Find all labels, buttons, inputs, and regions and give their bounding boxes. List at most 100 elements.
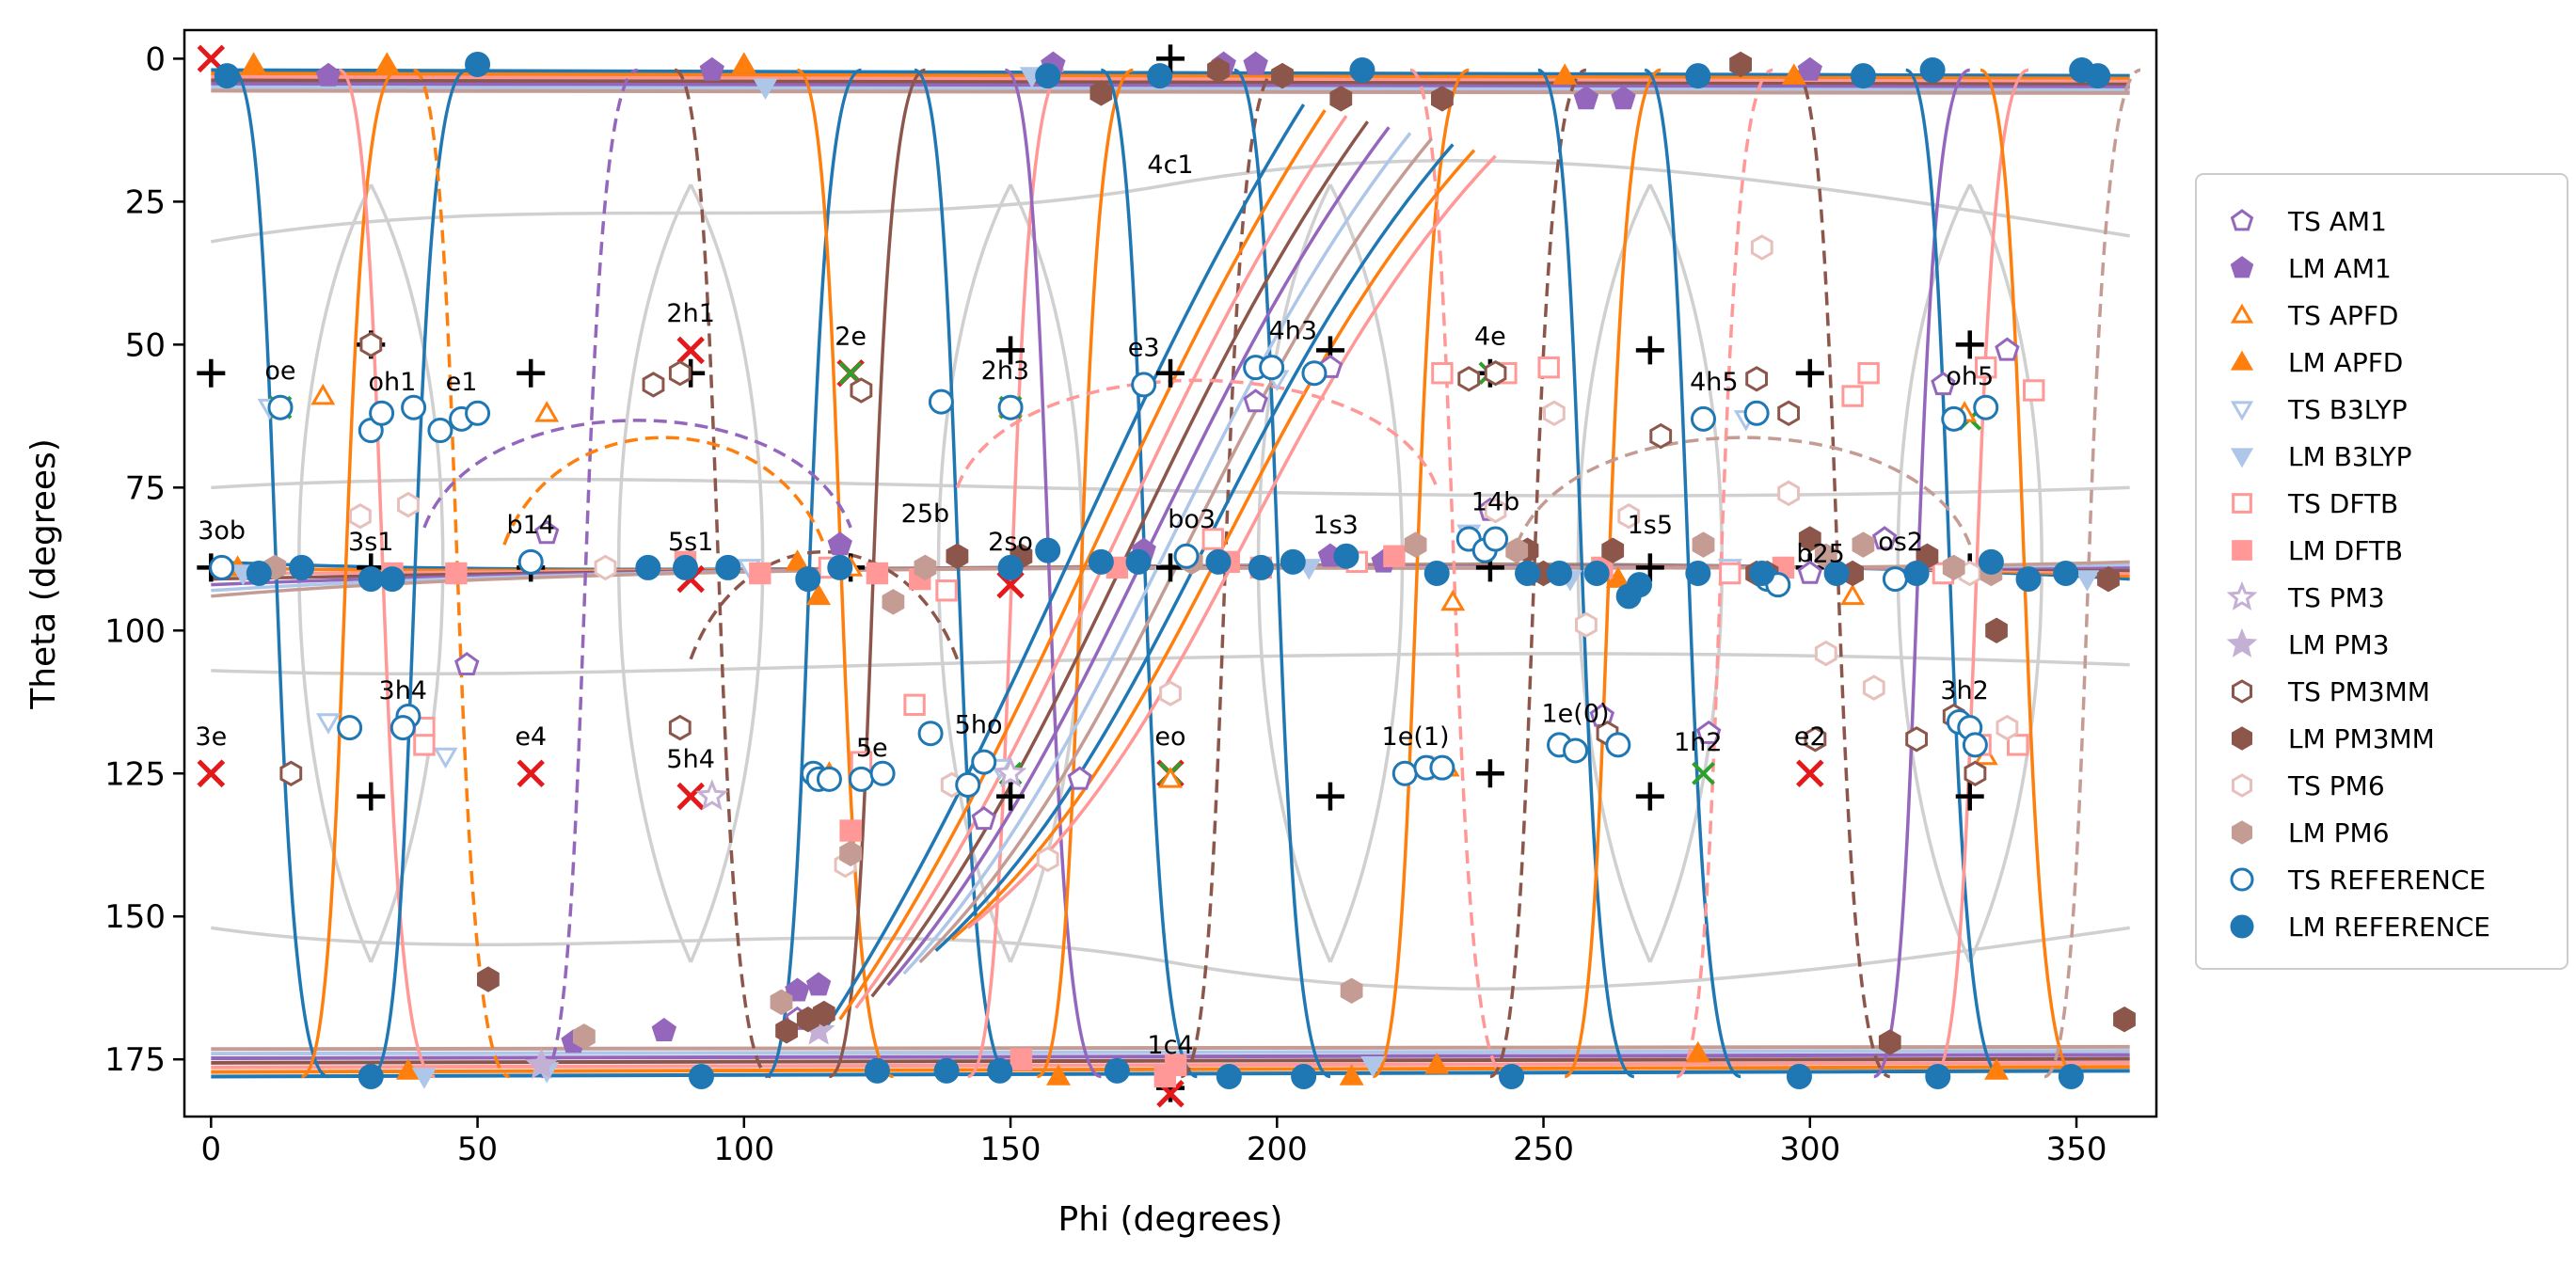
legend-label-ts-reference: TS REFERENCE xyxy=(2287,864,2486,896)
point-ts-reference xyxy=(1259,355,1285,381)
point-lm-pm3mm xyxy=(1878,1029,1901,1055)
annotation-label: 1h2 xyxy=(1674,728,1722,757)
plus-marker xyxy=(1475,759,1504,788)
annotation-label: oh5 xyxy=(1946,362,1994,391)
y-tick-label: 0 xyxy=(145,40,166,78)
x-tick-label: 150 xyxy=(980,1131,1042,1168)
annotation-label: 1e(1) xyxy=(1382,722,1450,752)
curve-dashed-arc xyxy=(1515,436,1972,546)
curve-transition xyxy=(540,68,639,1079)
legend-marker-ts-b3lyp xyxy=(2230,401,2254,421)
point-ts-apfd xyxy=(1158,767,1183,788)
point-lm-apfd xyxy=(374,52,400,73)
point-lm-reference xyxy=(715,554,741,580)
point-ts-am1 xyxy=(454,651,480,675)
data-points xyxy=(209,51,2136,1089)
point-lm-dftb xyxy=(1164,1054,1187,1076)
point-ts-am1 xyxy=(1243,388,1268,413)
point-ts-pm6 xyxy=(1750,234,1773,261)
annotation-label: 2h3 xyxy=(981,357,1029,386)
curve-top-band xyxy=(211,82,2130,89)
point-lm-reference xyxy=(1349,57,1375,84)
legend-label-ts-dftb: TS DFTB xyxy=(2287,488,2398,519)
point-lm-apfd xyxy=(1781,63,1806,85)
x-marker xyxy=(676,336,705,365)
y-tick-label: 125 xyxy=(104,755,166,793)
green-x-marker xyxy=(1692,761,1715,785)
point-ts-pm6 xyxy=(1484,497,1507,524)
point-lm-apfd xyxy=(1424,1053,1450,1074)
bg-line-vertical xyxy=(1576,183,1652,963)
point-lm-pm6 xyxy=(1852,531,1875,558)
point-ts-pm6 xyxy=(1617,502,1641,530)
point-ts-pm3mm xyxy=(850,377,873,404)
point-lm-apfd xyxy=(1984,1058,2009,1080)
point-ts-pm3mm xyxy=(1905,726,1928,753)
point-ts-reference xyxy=(390,715,416,741)
point-lm-reference xyxy=(1035,63,1061,89)
point-ts-reference xyxy=(1605,732,1631,758)
point-ts-dftb xyxy=(413,734,436,756)
y-tick-label: 75 xyxy=(125,469,166,507)
point-ts-reference xyxy=(1563,737,1589,764)
point-ts-pm3 xyxy=(994,756,1027,788)
point-lm-apfd xyxy=(1685,1040,1710,1063)
point-lm-dftb xyxy=(839,819,862,842)
annotation-label: 2so xyxy=(988,528,1033,557)
point-lm-reference xyxy=(1685,63,1711,89)
point-ts-apfd xyxy=(534,401,560,422)
legend: TS AM1 LM AM1 TS APFD LM APFD TS B3LYP LM B3L… xyxy=(2195,173,2568,970)
point-ts-pm3mm xyxy=(1745,366,1768,392)
annotation-label: 2e xyxy=(835,322,867,351)
legend-label-lm-apfd: LM APFD xyxy=(2288,347,2403,378)
legend-marker-ts-pm6 xyxy=(2232,773,2252,798)
point-lm-dftb xyxy=(866,562,889,585)
plus-marker xyxy=(517,358,546,388)
curve-top-band xyxy=(211,85,2130,92)
point-ts-reference xyxy=(816,766,842,792)
plus-marker xyxy=(1635,336,1664,365)
point-lm-b3lyp xyxy=(2075,570,2100,592)
point-lm-b3lyp xyxy=(411,1068,437,1089)
point-ts-pm3mm xyxy=(1457,366,1481,392)
point-lm-am1 xyxy=(785,977,810,1002)
point-lm-reference xyxy=(358,566,384,593)
point-ts-dftb xyxy=(1975,356,1997,379)
point-lm-b3lyp xyxy=(1360,1056,1386,1078)
point-lm-pm6 xyxy=(914,554,937,581)
point-ts-reference xyxy=(1173,543,1200,569)
annotation-label: e2 xyxy=(1794,722,1826,752)
annotation-label: 3e xyxy=(195,722,227,752)
x-tick-label: 0 xyxy=(201,1131,222,1168)
point-ts-reference xyxy=(1131,372,1157,398)
point-ts-dftb xyxy=(1857,362,1880,385)
curve-transition xyxy=(370,68,468,1079)
point-ts-pm6 xyxy=(1777,480,1800,507)
legend-label-lm-reference: LM REFERENCE xyxy=(2288,911,2490,943)
annotation-label: 2h1 xyxy=(666,299,714,328)
legend-label-lm-dftb: LM DFTB xyxy=(2288,535,2403,566)
legend-marker-lm-reference xyxy=(2230,914,2254,939)
point-ts-reference xyxy=(1743,400,1770,426)
point-lm-am1 xyxy=(315,62,342,87)
point-ts-pm6 xyxy=(397,491,420,518)
legend-label-lm-pm6: LM PM6 xyxy=(2288,817,2390,848)
annotation-label: 1s5 xyxy=(1628,511,1673,540)
point-ts-dftb xyxy=(1841,385,1864,407)
annotation-label: 1e(0) xyxy=(1542,700,1610,729)
annotation-label: e3 xyxy=(1128,334,1160,363)
point-lm-am1 xyxy=(699,56,724,81)
legend-label-lm-am1: LM AM1 xyxy=(2288,253,2392,284)
point-lm-reference xyxy=(2058,1063,2084,1089)
bg-line-vertical xyxy=(369,183,445,963)
annotation-label: 25b xyxy=(901,499,950,529)
point-lm-reference xyxy=(358,1063,384,1089)
point-lm-reference xyxy=(2053,561,2079,586)
point-ts-reference xyxy=(848,766,874,792)
bg-line-vertical xyxy=(616,183,692,963)
curve-transition xyxy=(1372,68,1470,1079)
point-ts-pm3mm xyxy=(359,331,383,358)
point-ts-pm3mm xyxy=(1649,422,1673,450)
point-ts-am1 xyxy=(1871,526,1898,550)
annotation-label: bo3 xyxy=(1168,505,1216,534)
